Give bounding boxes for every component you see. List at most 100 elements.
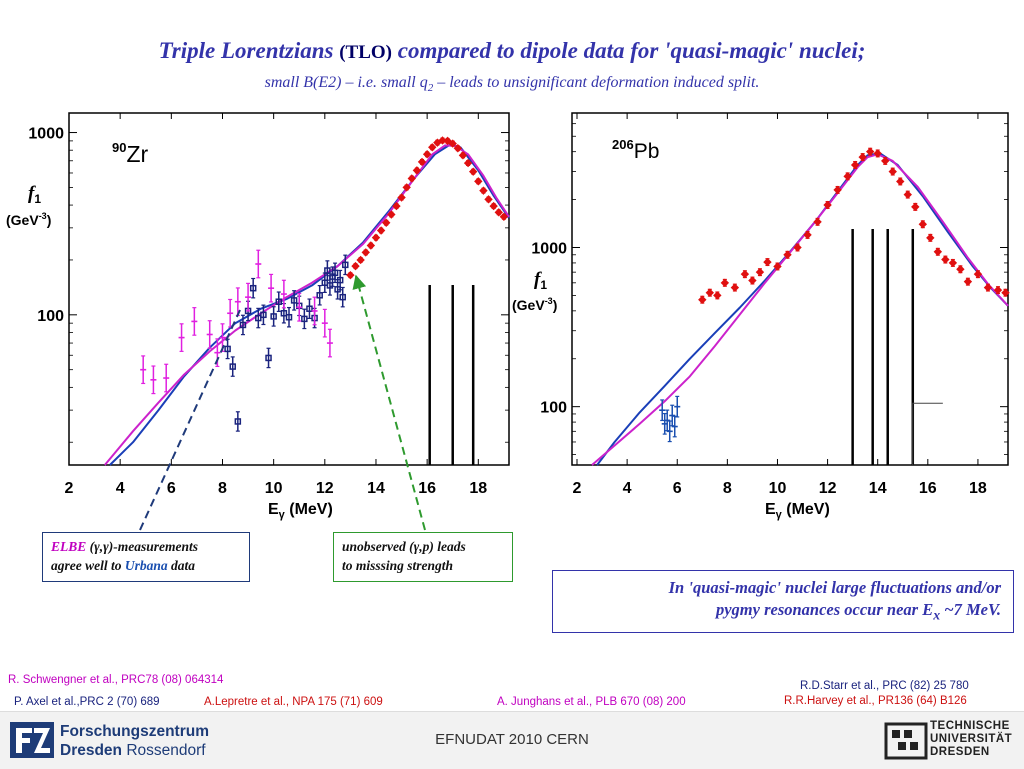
data-point-axel (245, 282, 252, 312)
data-point-elbe (270, 306, 277, 327)
tud-logo-text: TECHNISCHE UNIVERSITÄT DRESDEN (930, 720, 1013, 758)
data-point-gammap (740, 269, 750, 279)
data-point-axel (311, 296, 318, 326)
chart-zr-ylabel-unit: (GeV-3) (6, 211, 51, 228)
data-point-gammap (468, 167, 478, 176)
data-point-gammap (484, 195, 493, 204)
data-point-gammap (850, 160, 860, 170)
data-point-gammap (698, 295, 707, 304)
unobserved-annotation: unobserved (γ,p) leads to misssing stren… (333, 532, 513, 582)
page-title: Triple Lorentzians (TLO) compared to dip… (158, 38, 866, 63)
elbe-annotation: ELBE (γ,γ)-measurements agree well to Ur… (42, 532, 250, 582)
data-point-gammap (371, 233, 381, 242)
data-point-gammap (705, 288, 715, 297)
chart-pb-nucleus: 206Pb (612, 137, 659, 163)
data-point-gammap (720, 278, 730, 288)
data-point-gammap (755, 267, 765, 277)
data-point-gammap (387, 210, 396, 219)
data-point-elbe (306, 298, 313, 320)
page-subtitle: small B(E2) – i.e. small q2 – leads to u… (264, 74, 760, 95)
data-point-gammap (458, 151, 468, 160)
data-point-axel (296, 292, 303, 322)
data-point-gammap (793, 243, 802, 252)
data-point-gammap (366, 241, 376, 250)
data-point-gammap (911, 202, 920, 212)
data-point-gammap (813, 217, 822, 227)
data-point-gammap (956, 265, 965, 274)
x-tick-label: 10 (265, 480, 283, 497)
chart-zr-ylabel: f1 (28, 183, 41, 206)
y-tick-label: 1000 (531, 241, 567, 258)
data-point-axel (280, 279, 287, 309)
data-point-gammap (356, 255, 365, 265)
data-point-axel (268, 273, 275, 303)
data-point-elbe (285, 306, 293, 328)
data-point-gammap (448, 139, 457, 148)
data-point-gammap (941, 255, 950, 264)
dipole-charts: 2 4 6 8 10 12 14 16 18 100 1000 90Zr f1 (GeV-3) Eγ… (6, 112, 1010, 531)
data-point-gammap (361, 248, 370, 257)
data-point-gammap (499, 212, 509, 221)
data-point-gammap (417, 157, 427, 167)
data-point-gammap (351, 261, 360, 271)
data-point-gammap (713, 291, 722, 300)
data-point-elbe (260, 304, 267, 326)
chart-pb-xlabel: Eγ (MeV) (765, 501, 830, 521)
data-point-gammap (983, 283, 993, 292)
data-point-elbe (290, 290, 298, 311)
x-tick-label: 2 (65, 480, 74, 497)
x-tick-label: 12 (316, 480, 334, 497)
data-point-gammap (489, 201, 498, 211)
reference-lepretre: A.Lepretre et al., NPA 175 (71) 609 (204, 696, 383, 708)
data-point-gammap (412, 166, 422, 175)
data-point-elbe (666, 420, 673, 443)
x-tick-label: 14 (367, 480, 385, 497)
reference-junghans: A. Junghans et al., PLB 670 (08) 200 (497, 696, 686, 708)
data-point-gammap (843, 172, 852, 181)
data-point-gammap (1001, 288, 1010, 297)
data-point-gammap (903, 190, 912, 199)
data-point-elbe (669, 404, 676, 427)
data-point-gammap (438, 136, 447, 145)
data-point-elbe (234, 411, 242, 432)
x-tick-label: 4 (116, 480, 125, 497)
data-point-elbe (316, 285, 323, 306)
data-point-gammap (392, 201, 401, 211)
tud-logo-icon (884, 722, 928, 760)
data-point-axel (191, 307, 198, 336)
data-point-gammap (783, 250, 792, 259)
data-point-elbe (224, 338, 231, 360)
x-tick-label: 12 (819, 480, 837, 497)
fit-curve-magenta (104, 144, 510, 466)
chart-zr-xlabel: Eγ (MeV) (268, 501, 333, 521)
data-point-elbe (275, 291, 283, 312)
quasi-magic-annotation: In 'quasi-magic' nuclei large fluctuatio… (552, 570, 1014, 633)
x-tick-label: 4 (623, 480, 632, 497)
reference-schwengner: R. Schwengner et al., PRC78 (08) 064314 (8, 674, 224, 686)
data-point-axel (150, 365, 157, 395)
data-point-elbe (265, 347, 272, 369)
x-tick-label: 8 (218, 480, 227, 497)
data-point-gammap (474, 177, 483, 186)
chart-zr-frame (68, 112, 510, 466)
data-point-gammap (963, 277, 973, 286)
data-point-axel (227, 298, 234, 328)
data-point-gammap (896, 177, 905, 186)
x-tick-label: 6 (673, 480, 682, 497)
data-point-elbe (336, 269, 344, 291)
data-point-gammap (833, 185, 842, 195)
data-point-gammap (873, 149, 882, 158)
data-point-elbe (239, 314, 247, 336)
data-point-gammap (918, 220, 928, 229)
x-tick-label: 8 (723, 480, 732, 497)
data-point-gammap (346, 270, 355, 280)
x-tick-label: 16 (418, 480, 436, 497)
data-point-gammap (933, 247, 943, 256)
data-point-gammap (858, 152, 867, 162)
data-point-elbe (342, 254, 349, 276)
data-point-gammap (479, 186, 488, 195)
data-point-elbe (674, 395, 681, 418)
data-point-gammap (993, 285, 1003, 295)
x-tick-label: 14 (869, 480, 887, 497)
data-point-gammap (428, 143, 437, 152)
